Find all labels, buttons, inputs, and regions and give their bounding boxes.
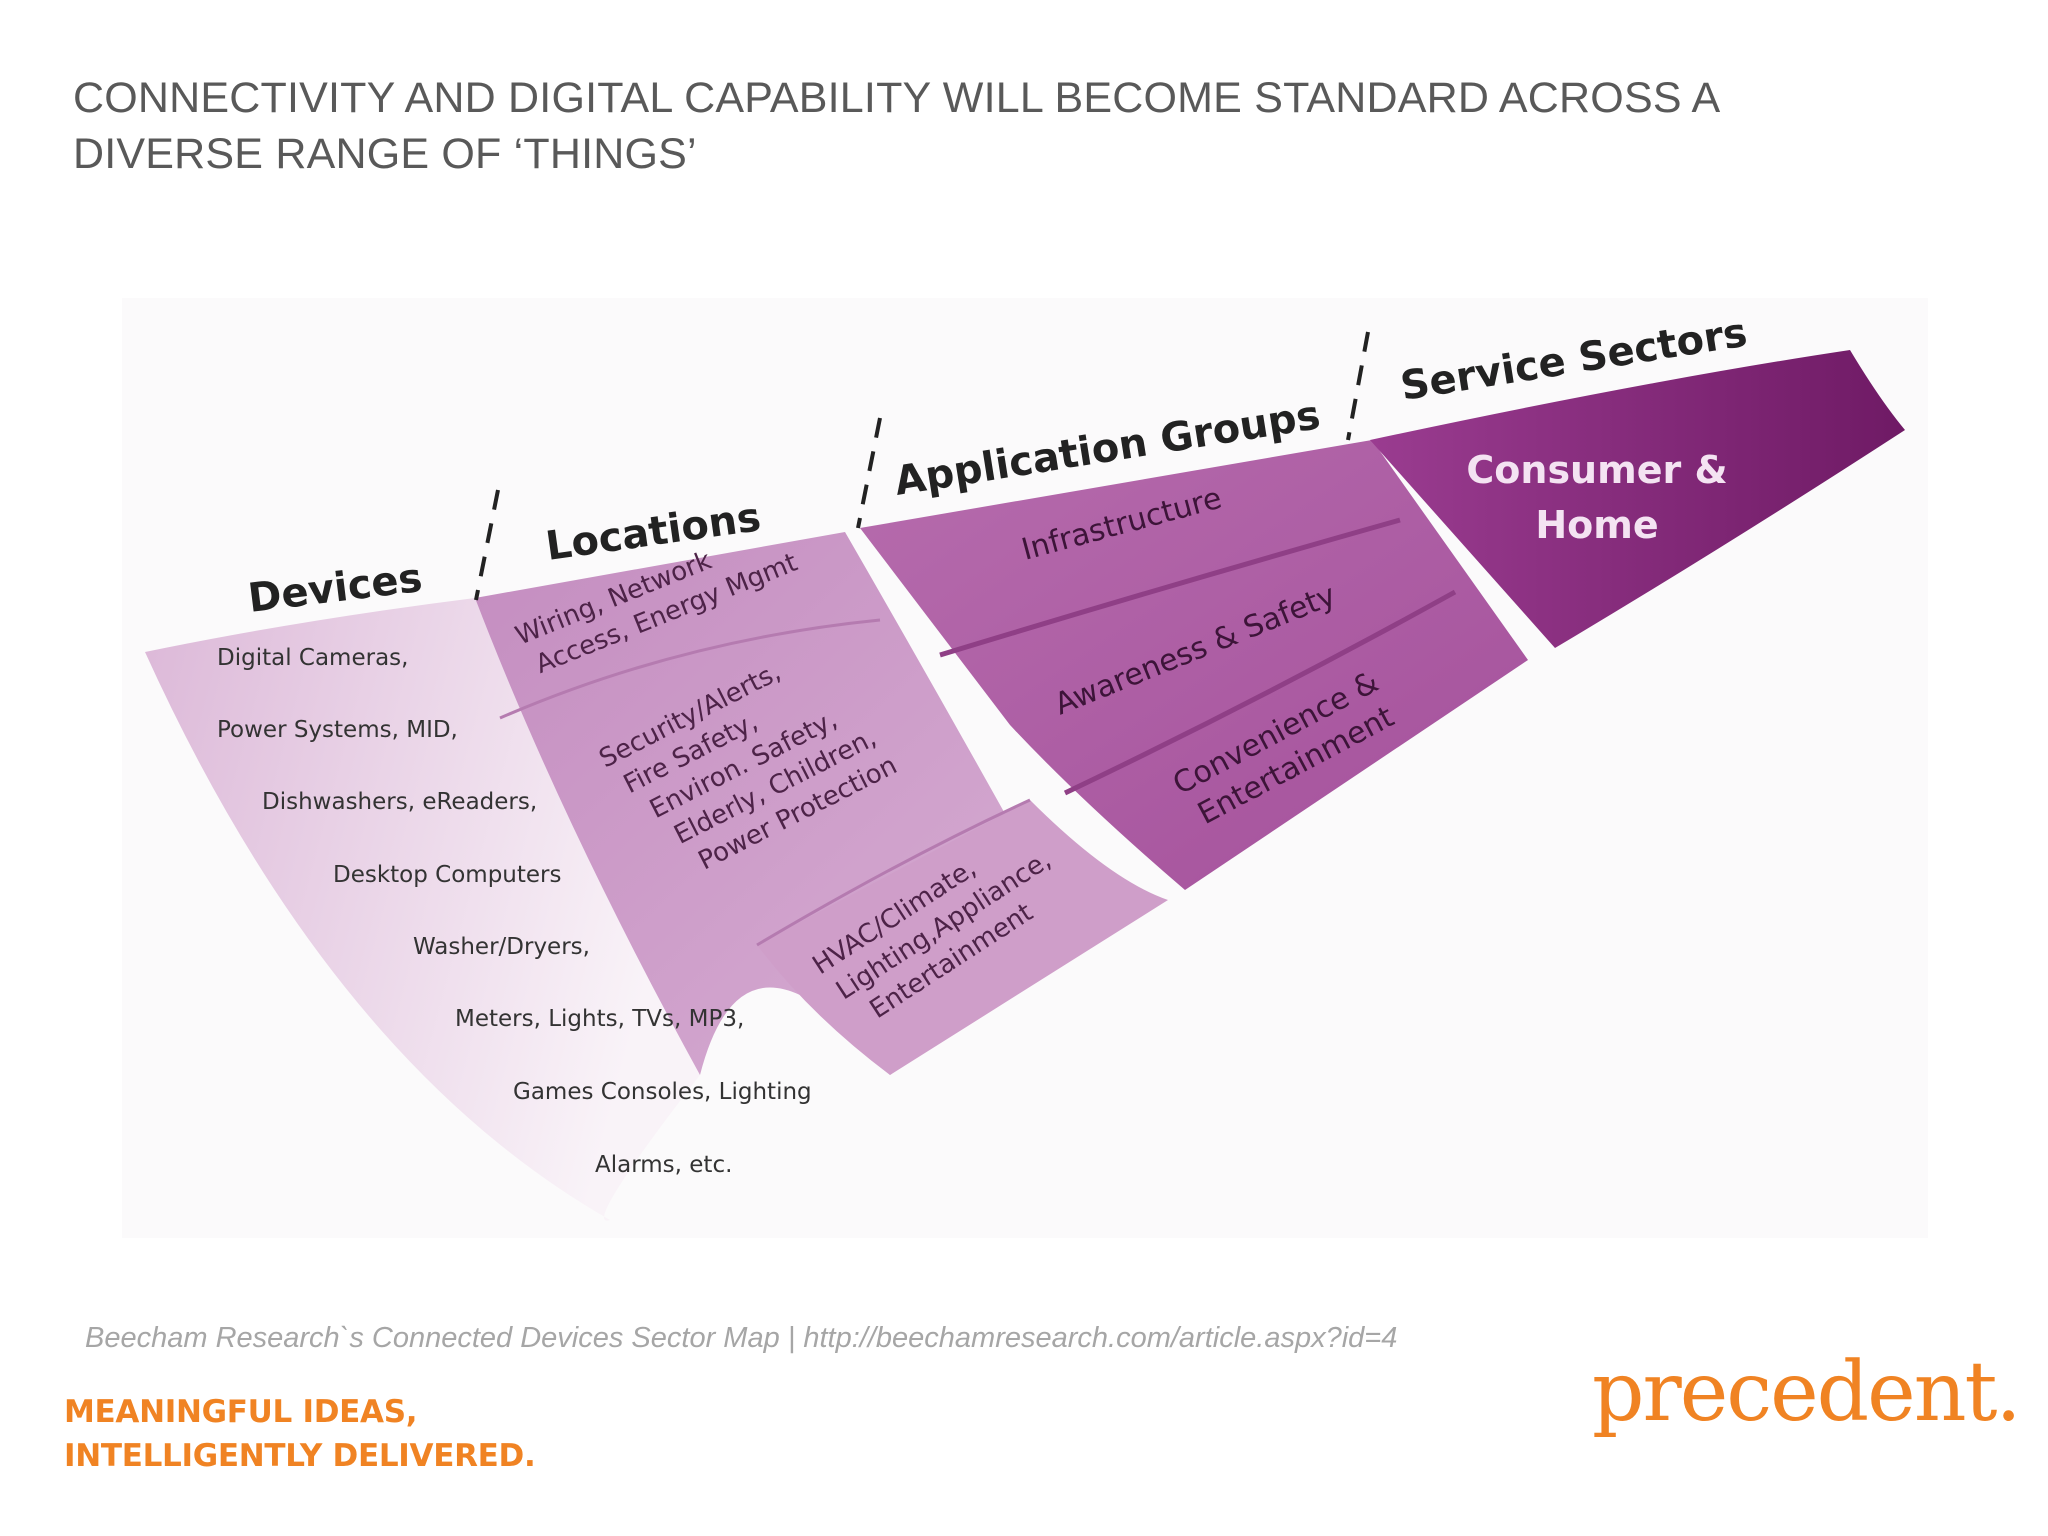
locations-divider-1 (499, 618, 881, 720)
device-item: Washer/Dryers, (413, 934, 590, 960)
app-divider-1 (939, 517, 1401, 658)
service-sectors-segment (1370, 350, 1905, 648)
precedent-logo: precedent. (1592, 1345, 2022, 1440)
separator-1 (474, 489, 500, 601)
slide-title-line-2: DIVERSE RANGE OF ‘THINGS’ (73, 130, 697, 178)
separator-3 (1346, 331, 1370, 441)
device-item: Digital Cameras, (217, 645, 408, 671)
source-caption: Beecham Research`s Connected Devices Sec… (85, 1322, 1398, 1354)
service-sector-line: Consumer & (1466, 448, 1727, 492)
device-item: Desktop Computers (333, 862, 561, 888)
device-item: Alarms, etc. (595, 1152, 732, 1178)
application-groups-segment (860, 440, 1528, 890)
device-item: Meters, Lights, TVs, MP3, (455, 1006, 744, 1032)
locations-segment-lower (757, 800, 1168, 1075)
app-divider-2 (1063, 589, 1457, 796)
devices-segment (145, 598, 700, 1221)
locations-divider-2 (756, 798, 1031, 947)
separator-2 (856, 417, 882, 529)
device-item: Dishwashers, eReaders, (262, 789, 537, 815)
service-sector-line: Home (1535, 503, 1658, 547)
slide-title-line-1: CONNECTIVITY AND DIGITAL CAPABILITY WILL… (73, 74, 1721, 122)
slide-title: CONNECTIVITY AND DIGITAL CAPABILITY WILL… (73, 70, 1773, 182)
tagline: MEANINGFUL IDEAS, INTELLIGENTLY DELIVERE… (64, 1390, 536, 1478)
device-item: Power Systems, MID, (217, 717, 458, 743)
device-item: Games Consoles, Lighting (513, 1079, 812, 1105)
tagline-line-2: INTELLIGENTLY DELIVERED. (64, 1438, 536, 1474)
tagline-line-1: MEANINGFUL IDEAS, (64, 1394, 418, 1430)
